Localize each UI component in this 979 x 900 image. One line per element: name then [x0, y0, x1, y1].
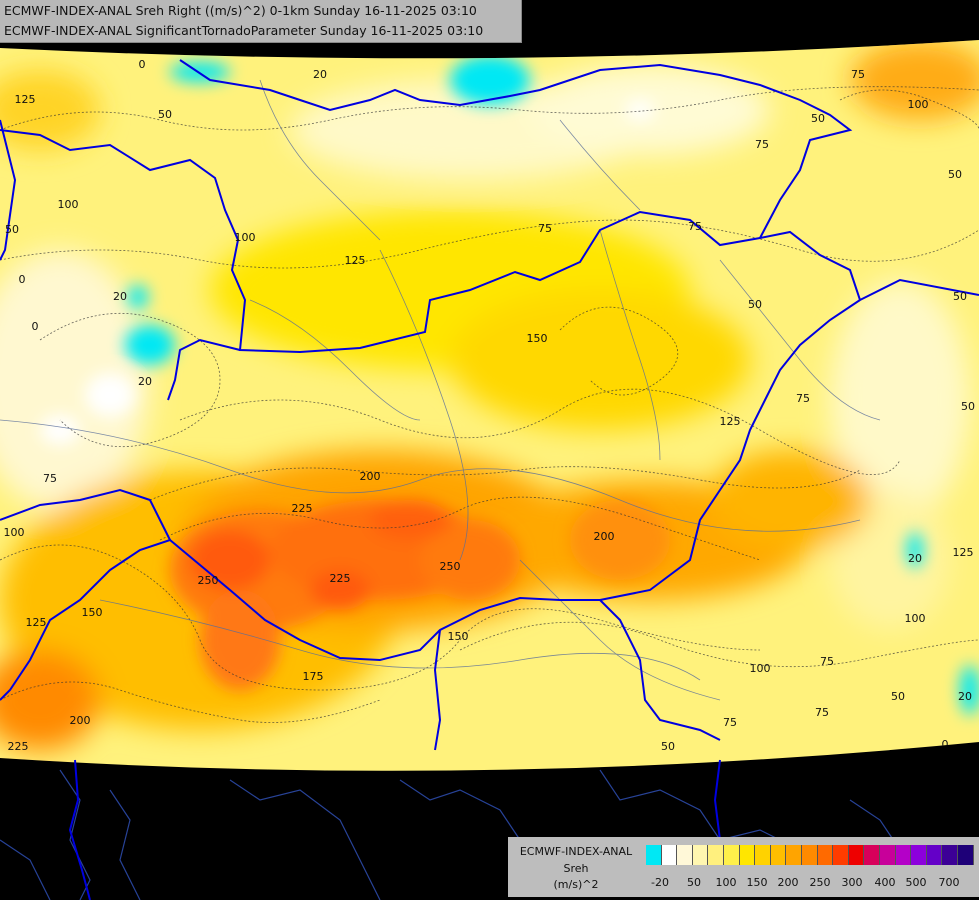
legend-tick-label: 50 [687, 876, 701, 889]
contour-label: 200 [70, 714, 91, 727]
contour-label: 250 [198, 574, 219, 587]
contour-label: 225 [330, 572, 351, 585]
contour-label: 20 [313, 68, 327, 81]
legend-swatch [833, 845, 849, 865]
contour-label: 100 [905, 612, 926, 625]
legend-tick-label: 700 [938, 876, 960, 889]
contour-label: 20 [138, 375, 152, 388]
contour-label: 125 [26, 616, 47, 629]
contour-label: 125 [720, 415, 741, 428]
contour-label: 75 [851, 68, 865, 81]
legend-swatch [942, 845, 958, 865]
legend-tick-label: 200 [777, 876, 799, 889]
map-title-box: ECMWF-INDEX-ANAL Sreh Right ((m/s)^2) 0-… [0, 0, 522, 43]
legend-swatch [895, 845, 912, 865]
contour-label: 125 [345, 254, 366, 267]
legend-tick-label: 250 [809, 876, 831, 889]
contour-label: 20 [958, 690, 972, 703]
contour-label: 225 [292, 502, 313, 515]
legend-tick-label: 150 [746, 876, 768, 889]
legend-tick-label: -20 [651, 876, 669, 889]
contour-label: 50 [158, 108, 172, 121]
contour-label: 0 [32, 320, 39, 333]
contour-label: 50 [5, 223, 19, 236]
legend-swatch [848, 845, 865, 865]
contour-label: 125 [15, 93, 36, 106]
contour-label: 20 [113, 290, 127, 303]
contour-label: 100 [235, 231, 256, 244]
contour-label: 75 [688, 220, 702, 233]
legend-swatch [880, 845, 896, 865]
contour-label: 100 [4, 526, 25, 539]
contour-label: 50 [811, 112, 825, 125]
contour-label: 0 [139, 58, 146, 71]
legend-swatch [755, 845, 771, 865]
contour-label: 75 [538, 222, 552, 235]
contour-label: 50 [961, 400, 975, 413]
contour-label: 75 [755, 138, 769, 151]
contour-label: 125 [953, 546, 974, 559]
contour-label: 0 [19, 273, 26, 286]
legend-swatch [770, 845, 787, 865]
contour-label: 150 [448, 630, 469, 643]
contour-label: 100 [908, 98, 929, 111]
contour-label: 75 [815, 706, 829, 719]
legend-swatch [926, 845, 943, 865]
contour-labels: 0 20 125 50 75 100 50 75 50 100 50 100 75 75 125 0 20 50 0… [4, 58, 976, 753]
contour-label: 175 [303, 670, 324, 683]
legend-swatch [677, 845, 693, 865]
contour-label: 225 [8, 740, 29, 753]
title-line-2: ECMWF-INDEX-ANAL SignificantTornadoParam… [4, 23, 484, 38]
contour-label: 50 [748, 298, 762, 311]
legend-swatch [786, 845, 802, 865]
legend-tick-label: 500 [905, 876, 927, 889]
contour-label: 50 [891, 690, 905, 703]
legend-tick-label: 400 [874, 876, 896, 889]
contour-label: 100 [58, 198, 79, 211]
legend-title-units: (m/s)^2 [553, 878, 599, 891]
legend-swatch [802, 845, 818, 865]
legend-tick-label: 300 [841, 876, 863, 889]
contour-label: 250 [440, 560, 461, 573]
legend-swatch [724, 845, 740, 865]
legend-swatch [739, 845, 756, 865]
color-legend: ECMWF-INDEX-ANAL Sreh (m/s)^2 -20 50 100 15… [508, 837, 979, 897]
title-line-1: ECMWF-INDEX-ANAL Sreh Right ((m/s)^2) 0-… [4, 3, 477, 18]
contour-label: 50 [953, 290, 967, 303]
contour-label: 50 [948, 168, 962, 181]
legend-swatch [958, 845, 974, 865]
legend-tick-label: 100 [715, 876, 737, 889]
legend-swatch [817, 845, 834, 865]
contour-label: 200 [360, 470, 381, 483]
legend-swatch [692, 845, 709, 865]
contour-label: 75 [43, 472, 57, 485]
contour-label: 150 [82, 606, 103, 619]
contour-label: 75 [796, 392, 810, 405]
contour-label: 100 [750, 662, 771, 675]
contour-label: 150 [527, 332, 548, 345]
legend-swatch [911, 845, 927, 865]
legend-swatch [646, 845, 662, 865]
contour-label: 20 [908, 552, 922, 565]
contour-label: 75 [820, 655, 834, 668]
legend-swatch [708, 845, 724, 865]
contour-label: 0 [942, 738, 949, 751]
legend-swatch [661, 845, 678, 865]
contour-label: 75 [723, 716, 737, 729]
contour-label: 50 [661, 740, 675, 753]
legend-swatch [864, 845, 880, 865]
contour-label: 200 [594, 530, 615, 543]
legend-title-param: Sreh [563, 862, 589, 875]
legend-title-model: ECMWF-INDEX-ANAL [519, 845, 633, 858]
